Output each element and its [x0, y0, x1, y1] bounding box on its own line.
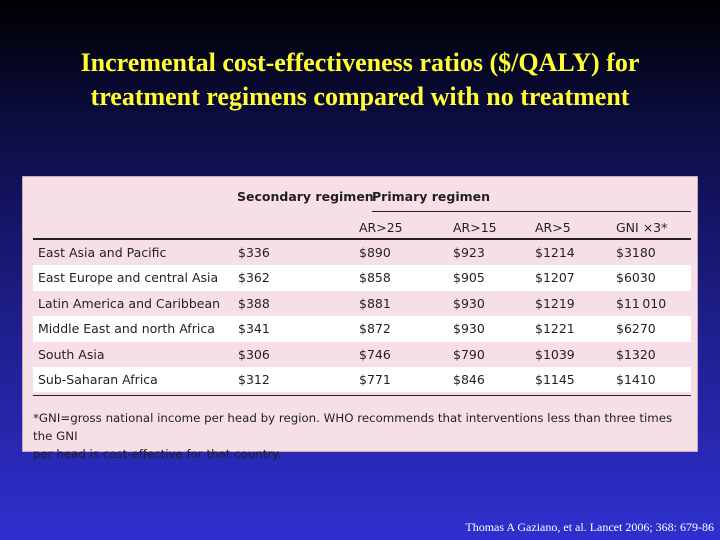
slide-title-line-2: treatment regimens compared with no trea…	[90, 82, 630, 111]
ar25-cell: $858	[359, 270, 391, 286]
footnote-line-1: *GNI=gross national income per head by r…	[33, 411, 673, 443]
secondary-cell: $388	[238, 295, 270, 311]
ar25-cell: $881	[359, 295, 391, 311]
secondary-cell: $306	[238, 346, 270, 362]
table-bottom-rule	[33, 395, 691, 396]
header-ar5: AR>5	[535, 220, 571, 235]
ar15-cell: $905	[453, 270, 485, 286]
gni-cell: $1410	[616, 371, 656, 387]
primary-group-rule	[372, 211, 691, 212]
header-secondary-regimen: Secondary regimen	[237, 189, 374, 204]
table-body: East Asia and Pacific $336 $890 $923 $12…	[33, 240, 691, 393]
ar25-cell: $771	[359, 371, 391, 387]
header-ar25: AR>25	[359, 220, 403, 235]
region-cell: Sub-Saharan Africa	[38, 371, 158, 387]
gni-cell: $3180	[616, 245, 656, 260]
gni-cell: $6270	[616, 321, 656, 337]
ar25-cell: $890	[359, 245, 391, 260]
cost-effectiveness-table: Secondary regimen Primary regimen AR>25 …	[22, 176, 698, 461]
ar15-cell: $930	[453, 321, 485, 337]
table-row: East Europe and central Asia $362 $858 $…	[33, 265, 691, 291]
table-row: South Asia $306 $746 $790 $1039 $1320	[33, 342, 691, 367]
ar5-cell: $1221	[535, 321, 575, 337]
gni-cell: $6030	[616, 270, 656, 286]
ar5-cell: $1207	[535, 270, 575, 286]
header-bottom-rule	[33, 238, 691, 240]
ar5-cell: $1219	[535, 295, 575, 311]
secondary-cell: $362	[238, 270, 270, 286]
table-footnote: *GNI=gross national income per head by r…	[33, 409, 693, 463]
slide-title: Incremental cost-effectiveness ratios ($…	[20, 46, 700, 114]
citation: Thomas A Gaziano, et al. Lancet 2006; 36…	[465, 520, 714, 534]
ar15-cell: $846	[453, 371, 485, 387]
footnote-line-2: per head is cost-effective for that coun…	[33, 447, 282, 461]
region-cell: Middle East and north Africa	[38, 321, 215, 337]
table-row: Middle East and north Africa $341 $872 $…	[33, 316, 691, 342]
table-row: East Asia and Pacific $336 $890 $923 $12…	[33, 240, 691, 265]
header-ar15: AR>15	[453, 220, 497, 235]
region-cell: South Asia	[38, 346, 105, 362]
region-cell: Latin America and Caribbean	[38, 295, 221, 311]
header-primary-regimen: Primary regimen	[372, 189, 491, 204]
region-cell: East Europe and central Asia	[38, 270, 219, 286]
gni-cell: $11 010	[616, 295, 667, 311]
ar15-cell: $790	[453, 346, 485, 362]
region-cell: East Asia and Pacific	[38, 245, 167, 260]
table-row: Sub-Saharan Africa $312 $771 $846 $1145 …	[33, 366, 691, 393]
ar25-cell: $746	[359, 346, 391, 362]
header-gni: GNI ×3*	[616, 220, 668, 235]
ar5-cell: $1214	[535, 245, 575, 260]
ar5-cell: $1039	[535, 346, 575, 362]
secondary-cell: $336	[238, 245, 270, 260]
secondary-cell: $312	[238, 371, 270, 387]
ar5-cell: $1145	[535, 371, 575, 387]
slide-title-line-1: Incremental cost-effectiveness ratios ($…	[80, 48, 640, 77]
ar25-cell: $872	[359, 321, 391, 337]
table-row: Latin America and Caribbean $388 $881 $9…	[33, 291, 691, 316]
gni-cell: $1320	[616, 346, 656, 362]
ar15-cell: $930	[453, 295, 485, 311]
ar15-cell: $923	[453, 245, 485, 260]
secondary-cell: $341	[238, 321, 270, 337]
